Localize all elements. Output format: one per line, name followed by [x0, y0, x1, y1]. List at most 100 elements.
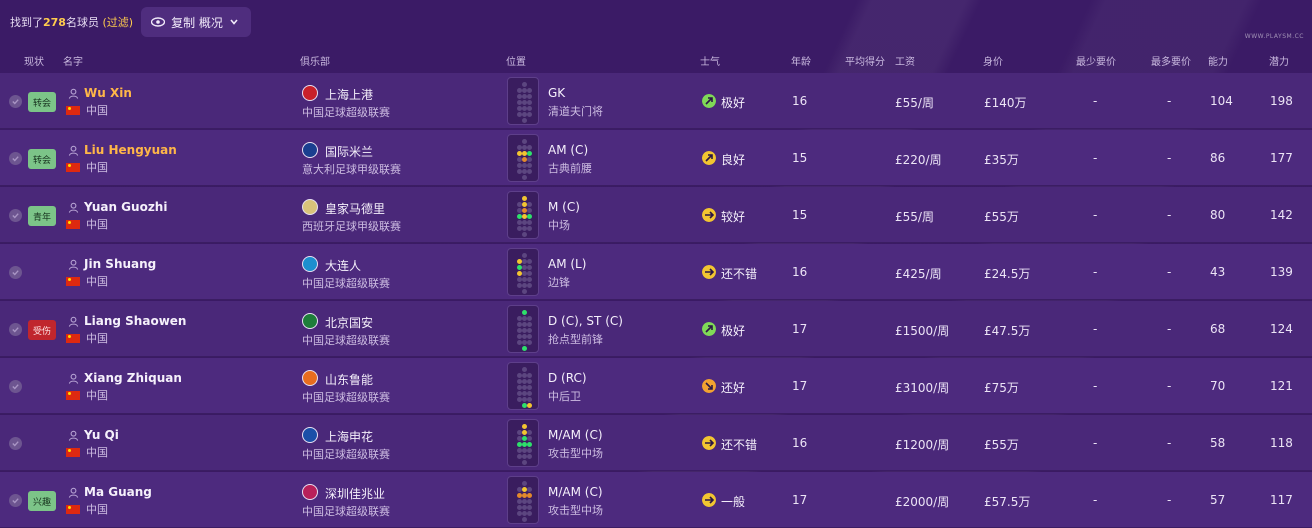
position-dot [517, 259, 522, 264]
header-morale[interactable]: 士气 [700, 57, 720, 68]
player-ability: 58 [1210, 436, 1226, 450]
position-dot [517, 436, 522, 441]
player-role: 古典前腰 [548, 162, 592, 175]
player-position: AM (C) [548, 143, 589, 157]
position-dot [517, 106, 522, 111]
person-icon [68, 145, 79, 156]
player-league: 中国足球超级联赛 [302, 277, 390, 290]
player-morale: 极好 [721, 324, 746, 338]
position-dot [522, 391, 527, 396]
position-dot [522, 346, 527, 351]
header-max-fee[interactable]: 最多要价 [1151, 57, 1191, 68]
position-dot [527, 88, 532, 93]
player-name[interactable]: Liang Shaowen [84, 314, 187, 328]
header-status[interactable]: 现状 [24, 57, 44, 68]
player-club[interactable]: 大连人 [325, 259, 362, 273]
table-row[interactable]: 兴趣 Ma Guang 中国 深圳佳兆业 中国足球超级联赛 M/AM (C) 攻… [0, 472, 1312, 528]
player-club[interactable]: 上海申花 [325, 430, 374, 444]
position-dot [522, 481, 527, 486]
player-name[interactable]: Yu Qi [84, 428, 119, 442]
select-checkbox[interactable] [9, 209, 22, 222]
player-name[interactable]: Jin Shuang [84, 257, 157, 271]
table-row[interactable]: 转会 Wu Xin 中国 上海上港 中国足球超级联赛 GK 清道夫门将 极好 1… [0, 73, 1312, 129]
select-checkbox[interactable] [9, 152, 22, 165]
position-dot [517, 430, 522, 435]
player-morale: 还不错 [721, 267, 758, 281]
player-value: £35万 [984, 153, 1019, 167]
header-potential[interactable]: 潜力 [1269, 57, 1289, 68]
header-wage[interactable]: 工资 [895, 57, 915, 68]
player-club[interactable]: 国际米兰 [325, 145, 374, 159]
player-ability: 104 [1210, 94, 1233, 108]
position-dot [522, 94, 527, 99]
position-dot [522, 517, 527, 522]
china-flag-icon [66, 277, 80, 286]
position-dot [522, 196, 527, 201]
player-league: 中国足球超级联赛 [302, 106, 390, 119]
player-club[interactable]: 北京国安 [325, 316, 374, 330]
view-dropdown-button[interactable]: 复制 概况 [141, 7, 251, 37]
player-club[interactable]: 皇家马德里 [325, 202, 386, 216]
player-club[interactable]: 山东鲁能 [325, 373, 374, 387]
header-age[interactable]: 年龄 [791, 57, 811, 68]
filter-link[interactable]: (过滤) [102, 16, 134, 29]
check-icon [12, 213, 19, 219]
select-checkbox[interactable] [9, 95, 22, 108]
position-dot [517, 271, 522, 276]
person-icon [68, 316, 79, 327]
position-dot [522, 340, 527, 345]
player-role: 边锋 [548, 276, 570, 289]
select-checkbox[interactable] [9, 323, 22, 336]
position-dot [527, 442, 532, 447]
player-age: 15 [792, 208, 808, 222]
player-name[interactable]: Xiang Zhiquan [84, 371, 182, 385]
club-badge-icon [302, 313, 318, 329]
position-dot [527, 163, 532, 168]
player-name[interactable]: Liu Hengyuan [84, 143, 177, 157]
player-club[interactable]: 深圳佳兆业 [325, 487, 386, 501]
header-ability[interactable]: 能力 [1208, 57, 1228, 68]
position-dot [522, 175, 527, 180]
table-row[interactable]: 转会 Liu Hengyuan 中国 国际米兰 意大利足球甲级联赛 AM (C)… [0, 130, 1312, 186]
player-name[interactable]: Ma Guang [84, 485, 152, 499]
table-row[interactable]: Xiang Zhiquan 中国 山东鲁能 中国足球超级联赛 D (RC) 中后… [0, 358, 1312, 414]
arrow-up-right-icon [702, 151, 716, 165]
player-potential: 117 [1270, 493, 1293, 507]
player-max-fee: - [1167, 493, 1172, 507]
header-avg-rating[interactable]: 平均得分 [845, 57, 885, 68]
header-club[interactable]: 俱乐部 [300, 57, 330, 68]
table-row[interactable]: 青年 Yuan Guozhi 中国 皇家马德里 西班牙足球甲级联赛 M (C) … [0, 187, 1312, 243]
person-icon [68, 259, 79, 270]
select-checkbox[interactable] [9, 437, 22, 450]
select-checkbox[interactable] [9, 380, 22, 393]
player-value: £55万 [984, 438, 1019, 452]
player-club[interactable]: 上海上港 [325, 88, 374, 102]
player-name[interactable]: Wu Xin [84, 86, 132, 100]
position-dot [517, 94, 522, 99]
player-nation: 中国 [86, 275, 108, 288]
player-name[interactable]: Yuan Guozhi [84, 200, 168, 214]
check-icon [12, 384, 19, 390]
select-checkbox[interactable] [9, 494, 22, 507]
player-value: £140万 [984, 96, 1027, 110]
arrow-up-right-icon [702, 322, 716, 336]
table-row[interactable]: 受伤 Liang Shaowen 中国 北京国安 中国足球超级联赛 D (C),… [0, 301, 1312, 357]
position-pitch [507, 476, 539, 524]
position-dot [517, 283, 522, 288]
position-dot [522, 202, 527, 207]
table-row[interactable]: Yu Qi 中国 上海申花 中国足球超级联赛 M/AM (C) 攻击型中场 还不… [0, 415, 1312, 471]
player-value: £55万 [984, 210, 1019, 224]
select-checkbox[interactable] [9, 266, 22, 279]
header-position[interactable]: 位置 [506, 57, 526, 68]
header-name[interactable]: 名字 [63, 57, 83, 68]
player-age: 17 [792, 493, 808, 507]
position-dot [522, 373, 527, 378]
player-age: 16 [792, 265, 808, 279]
header-value[interactable]: 身价 [983, 57, 1003, 68]
header-min-fee[interactable]: 最少要价 [1076, 57, 1116, 68]
person-icon [68, 202, 79, 213]
position-dot [527, 340, 532, 345]
table-row[interactable]: Jin Shuang 中国 大连人 中国足球超级联赛 AM (L) 边锋 还不错… [0, 244, 1312, 300]
player-wage: £1500/周 [895, 324, 950, 338]
china-flag-icon [66, 220, 80, 229]
